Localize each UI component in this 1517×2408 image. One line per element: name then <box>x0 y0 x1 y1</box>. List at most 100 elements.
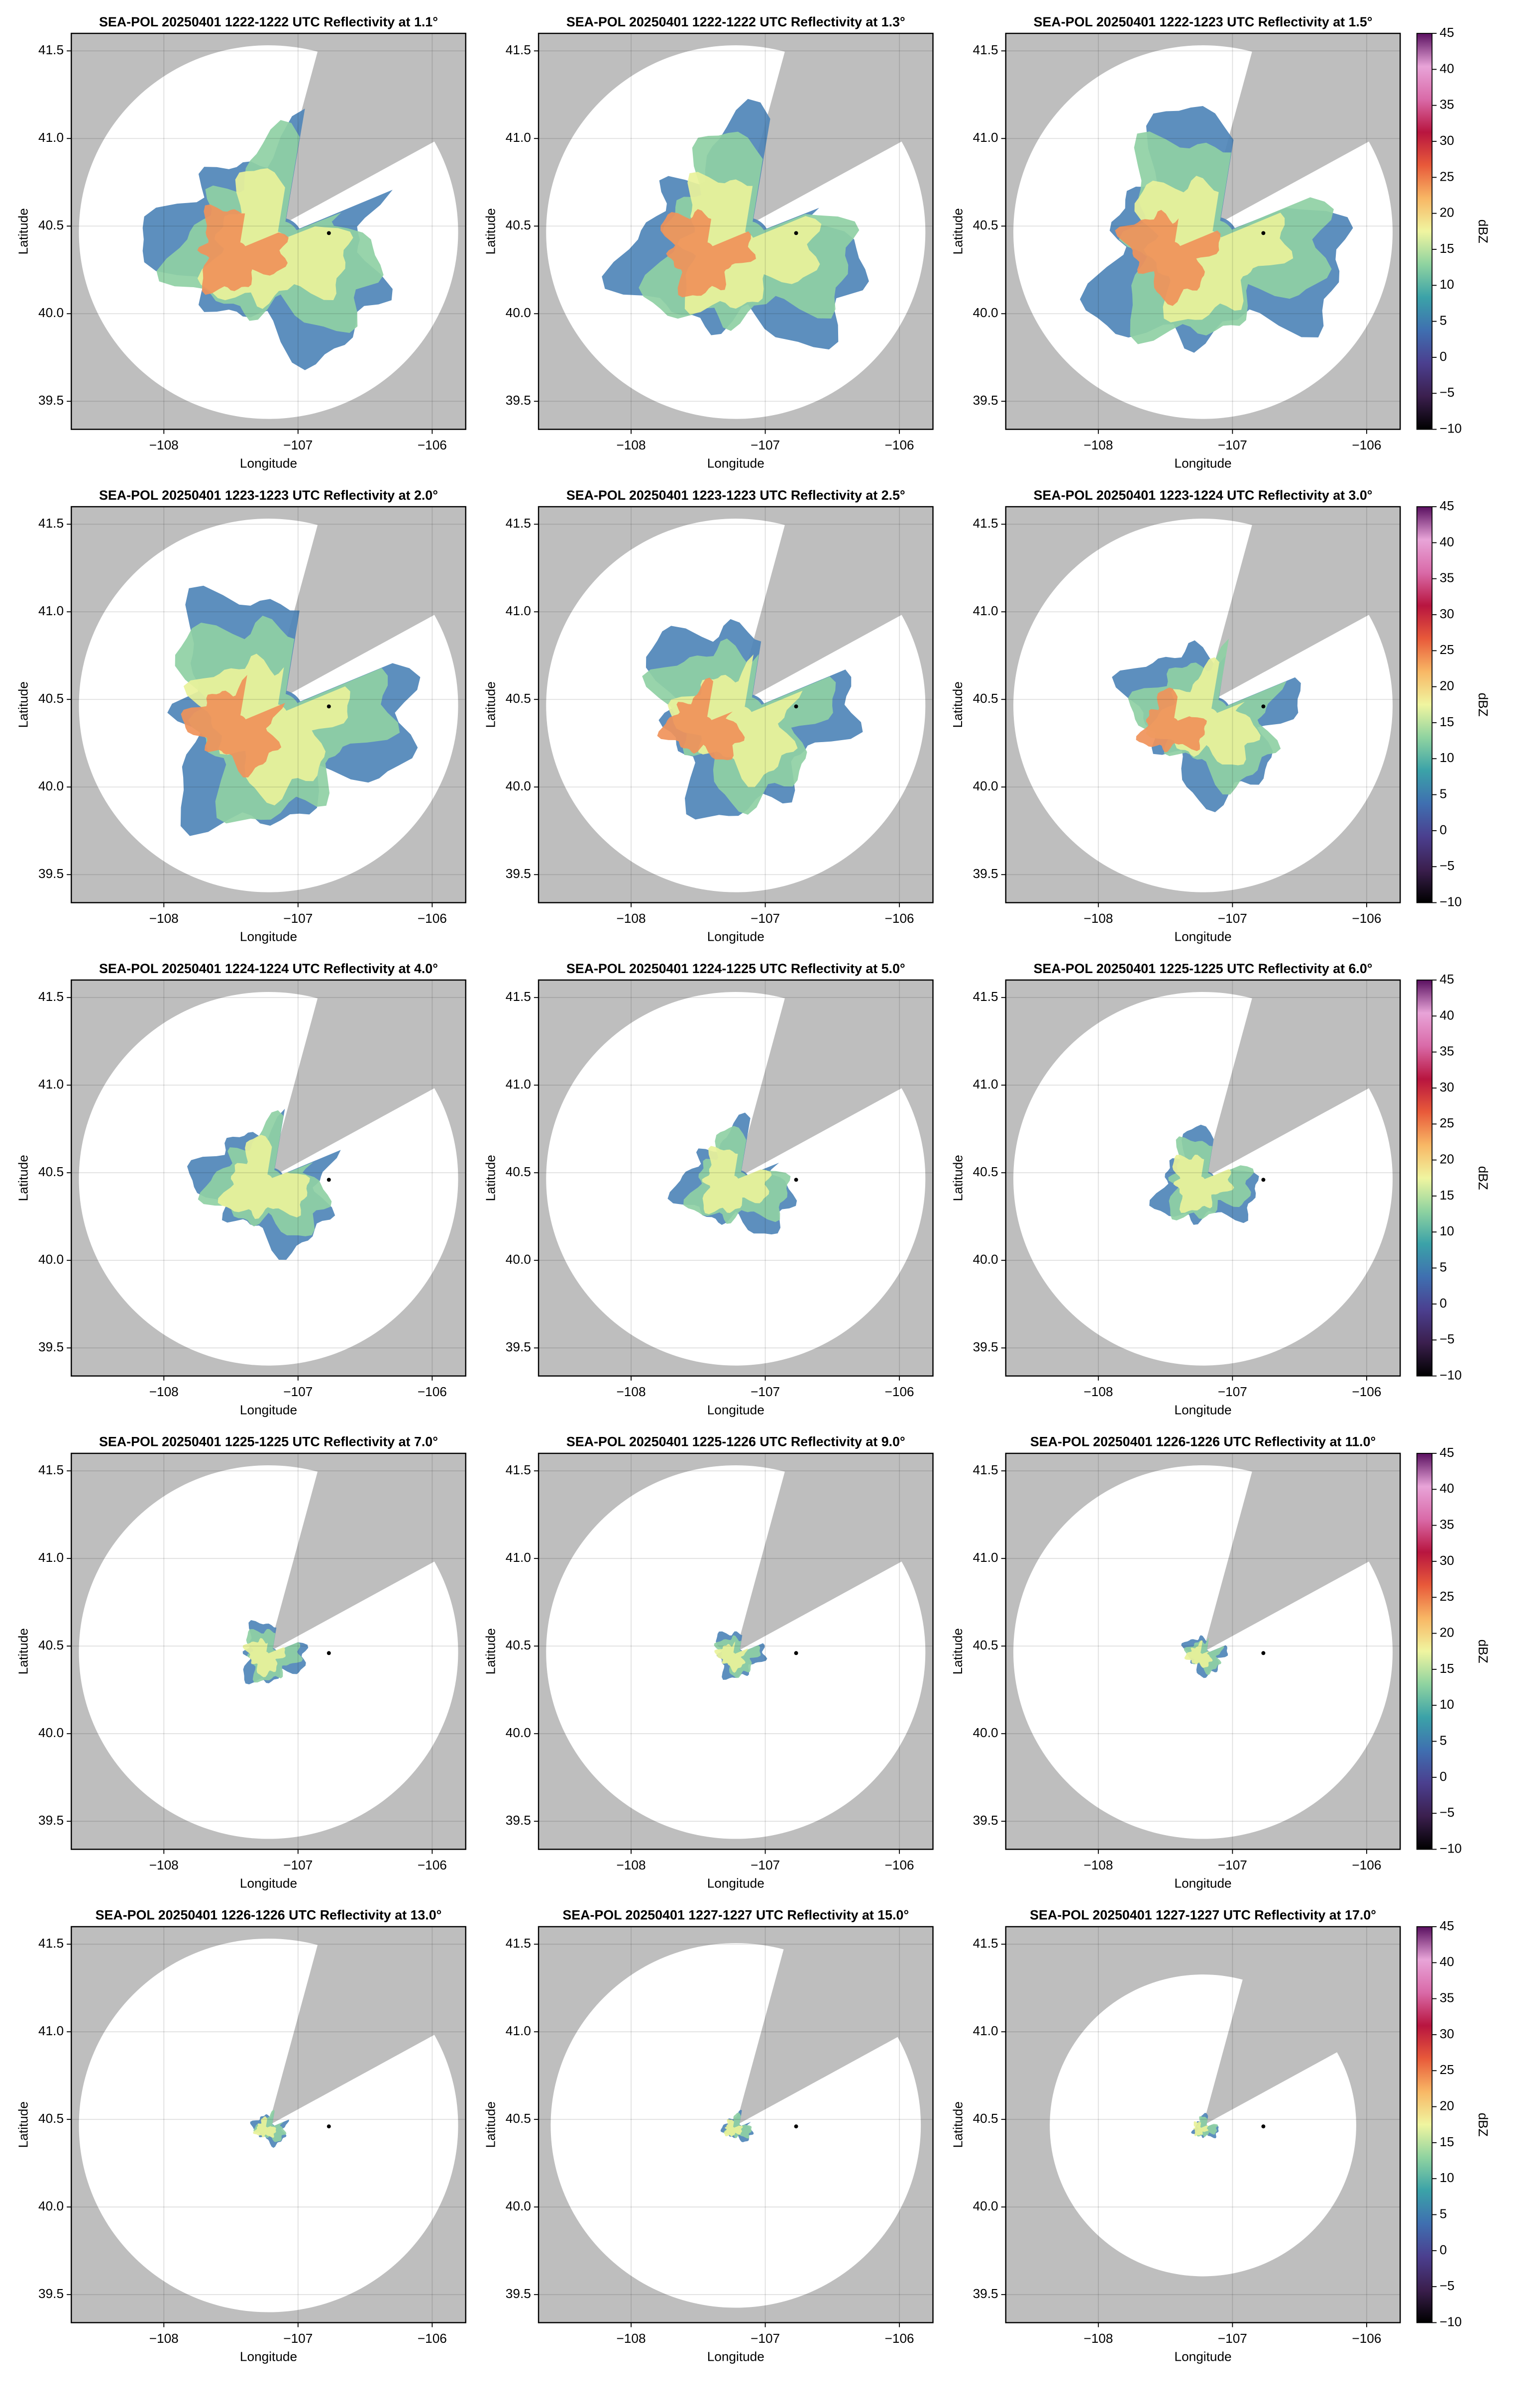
plot-area <box>546 45 926 419</box>
y-tick-label: 41.0 <box>506 1077 531 1092</box>
panel: −108 −107 −106 39.5 40.0 40.5 41.0 41.5 SEA-POL … <box>483 1434 934 1891</box>
site-marker <box>794 1178 798 1182</box>
y-tick-label: 39.5 <box>973 1813 998 1828</box>
colorbar-tick-label: 30 <box>1440 1553 1454 1568</box>
axes-frame <box>538 979 934 1377</box>
y-axis-label: Latitude <box>483 1155 498 1201</box>
x-tick-label: −108 <box>149 1384 179 1399</box>
y-tick-label: 40.5 <box>38 1638 64 1652</box>
colorbar-tick-label: 20 <box>1440 678 1454 693</box>
colorbar-tick-label: 10 <box>1440 1697 1454 1712</box>
colorbar-label: dBZ <box>1476 1640 1491 1663</box>
y-tick-label: 41.0 <box>38 1077 64 1092</box>
chart-title: SEA-POL 20250401 1227-1227 UTC Reflectiv… <box>1030 1908 1376 1923</box>
echo <box>197 204 289 295</box>
colorbar-tick-label: 20 <box>1440 2098 1454 2113</box>
colorbar-label: dBZ <box>1476 1166 1491 1190</box>
y-tick-label: 41.5 <box>38 1462 64 1477</box>
y-tick-label: 39.5 <box>506 1339 531 1354</box>
y-axis-label: Latitude <box>950 208 965 254</box>
site-marker <box>1261 2124 1266 2129</box>
x-tick-label: −106 <box>885 2331 914 2346</box>
panel: −108 −107 −106 39.5 40.0 40.5 41.0 41.5 SEA-POL … <box>950 1434 1491 1891</box>
plot-area <box>79 45 458 419</box>
panel: −108 −107 −106 39.5 40.0 40.5 41.0 41.5 SEA-POL … <box>483 1908 934 2364</box>
y-axis-label: Latitude <box>483 1628 498 1674</box>
colorbar-tick-label: 5 <box>1440 1259 1447 1274</box>
y-tick-label: 39.5 <box>38 1813 64 1828</box>
y-tick-label: 41.0 <box>973 1550 998 1565</box>
x-tick-label: −106 <box>1352 438 1381 452</box>
y-axis-label: Latitude <box>950 681 965 728</box>
axes-frame <box>1005 979 1401 1377</box>
colorbar-tick-label: 15 <box>1440 1661 1454 1676</box>
y-tick-label: 40.0 <box>506 1252 531 1267</box>
axes-frame <box>1005 1452 1401 1850</box>
axes-frame <box>71 979 466 1377</box>
site-marker <box>794 704 798 709</box>
x-axis-label: Longitude <box>240 1876 297 1891</box>
y-tick-label: 41.5 <box>38 989 64 1004</box>
colorbar-tick-label: 10 <box>1440 277 1454 292</box>
y-tick-label: 41.0 <box>506 603 531 618</box>
site-marker <box>326 1178 331 1182</box>
y-tick-label: 41.0 <box>973 2023 998 2038</box>
colorbar-tick-label: 25 <box>1440 1589 1454 1604</box>
plot-area <box>1013 1465 1393 1839</box>
y-tick-label: 41.0 <box>506 2023 531 2038</box>
x-tick-label: −108 <box>617 911 646 926</box>
y-tick-label: 40.5 <box>38 218 64 232</box>
echo <box>242 1638 286 1677</box>
y-axis-label: Latitude <box>483 2101 498 2148</box>
colorbar-tick-label: −10 <box>1440 421 1462 436</box>
echo <box>1184 1640 1213 1668</box>
y-tick-label: 40.0 <box>973 778 998 793</box>
colorbar-tick-label: 40 <box>1440 534 1454 549</box>
colorbar-tick-label: −10 <box>1440 1367 1462 1382</box>
colorbar-tick-label: 40 <box>1440 1954 1454 1969</box>
site-marker <box>794 231 798 235</box>
y-tick-label: 39.5 <box>38 2286 64 2301</box>
colorbar-tick-label: −10 <box>1440 894 1462 909</box>
y-tick-label: 40.0 <box>506 1725 531 1740</box>
x-axis-label: Longitude <box>240 456 297 471</box>
site-marker <box>1261 704 1266 709</box>
site-marker <box>1261 1651 1266 1655</box>
panel: −108 −107 −106 39.5 40.0 40.5 41.0 41.5 SEA-POL … <box>950 14 1491 471</box>
y-axis-label: Latitude <box>950 1628 965 1674</box>
x-tick-label: −107 <box>751 1384 780 1399</box>
y-tick-label: 40.0 <box>38 1725 64 1740</box>
colorbar-tick-label: −5 <box>1440 2278 1455 2293</box>
colorbar <box>1416 980 1433 1377</box>
x-tick-label: −108 <box>149 1858 179 1872</box>
x-tick-label: −108 <box>1084 1858 1113 1872</box>
x-tick-label: −106 <box>1352 1384 1381 1399</box>
y-tick-label: 39.5 <box>506 866 531 881</box>
colorbar <box>1416 33 1433 430</box>
y-tick-label: 40.0 <box>506 2198 531 2213</box>
x-tick-label: −107 <box>1218 1384 1247 1399</box>
chart-title: SEA-POL 20250401 1225-1225 UTC Reflectiv… <box>1034 961 1373 976</box>
site-marker <box>794 1651 798 1655</box>
y-tick-label: 41.5 <box>506 1936 531 1951</box>
colorbar-tick-label: 30 <box>1440 133 1454 148</box>
chart-title: SEA-POL 20250401 1225-1225 UTC Reflectiv… <box>99 1434 438 1449</box>
y-tick-label: 41.5 <box>38 1936 64 1951</box>
axes-frame <box>71 1452 466 1850</box>
y-tick-label: 39.5 <box>38 1339 64 1354</box>
colorbar-tick-label: 40 <box>1440 1481 1454 1496</box>
x-tick-label: −108 <box>149 911 179 926</box>
x-tick-label: −108 <box>617 1384 646 1399</box>
y-tick-label: 41.5 <box>973 42 998 57</box>
colorbar-tick-label: 45 <box>1440 498 1454 513</box>
y-tick-label: 41.5 <box>973 1462 998 1477</box>
panel: −108 −107 −106 39.5 40.0 40.5 41.0 41.5 SEA-POL … <box>16 1908 466 2364</box>
y-tick-label: 40.5 <box>973 2111 998 2126</box>
chart-title: SEA-POL 20250401 1222-1222 UTC Reflectiv… <box>566 14 905 29</box>
panel: −108 −107 −106 39.5 40.0 40.5 41.0 41.5 SEA-POL … <box>950 488 1491 944</box>
y-tick-label: 40.0 <box>973 305 998 320</box>
colorbar-tick-label: −10 <box>1440 1841 1462 1856</box>
colorbar-tick-label: 10 <box>1440 2170 1454 2185</box>
x-tick-label: −107 <box>283 1384 313 1399</box>
x-tick-label: −106 <box>885 1384 914 1399</box>
